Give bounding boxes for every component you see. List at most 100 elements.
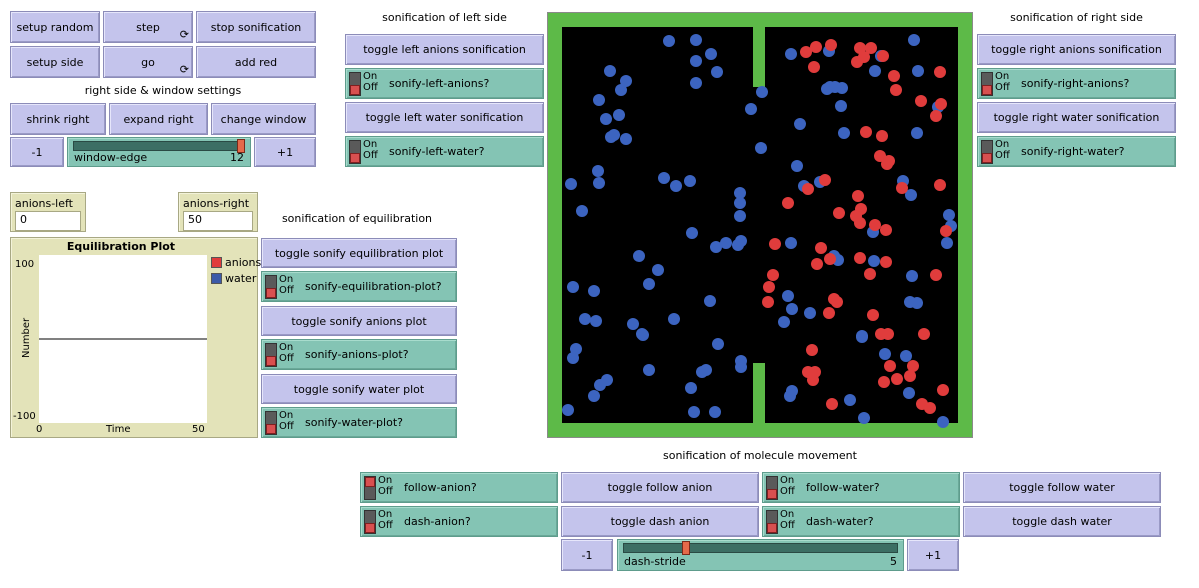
water-molecule	[604, 65, 616, 77]
water-molecule	[712, 338, 724, 350]
plot-canvas	[39, 338, 207, 340]
step-button[interactable]: step ⟳	[103, 11, 193, 43]
molecule-movement-title: sonification of molecule movement	[663, 449, 857, 462]
toggle-icon	[981, 140, 993, 164]
sonify-right-anions-switch[interactable]: On Off sonify-right-anions?	[977, 68, 1176, 99]
follow-water-switch[interactable]: On Off follow-water?	[762, 472, 960, 503]
anion-molecule	[769, 238, 781, 250]
anion-molecule	[875, 328, 887, 340]
minus-label: -1	[581, 548, 593, 562]
switch-label: sonify-anions-plot?	[305, 348, 409, 361]
shrink-right-button[interactable]: shrink right	[10, 103, 106, 135]
water-molecule	[710, 241, 722, 253]
anion-molecule	[907, 360, 919, 372]
expand-right-button[interactable]: expand right	[109, 103, 208, 135]
on-off-text: On Off	[363, 71, 378, 93]
anion-molecule	[815, 242, 827, 254]
water-molecule	[620, 75, 632, 87]
anions-right-monitor: anions-right 50	[178, 192, 258, 232]
water-molecule	[588, 285, 600, 297]
water-molecule	[567, 352, 579, 364]
anion-molecule	[802, 183, 814, 195]
button-label: toggle dash water	[1012, 515, 1112, 528]
window-edge-decrement-button[interactable]: -1	[10, 137, 64, 167]
world-view[interactable]	[547, 12, 973, 438]
stop-sonification-button[interactable]: stop sonification	[196, 11, 316, 43]
toggle-anions-plot-button[interactable]: toggle sonify anions plot	[261, 306, 457, 336]
toggle-icon	[766, 476, 778, 500]
anion-molecule	[782, 197, 794, 209]
water-molecule	[690, 34, 702, 46]
dash-stride-decrement-button[interactable]: -1	[561, 539, 613, 571]
anion-molecule	[880, 224, 892, 236]
toggle-left-anions-button[interactable]: toggle left anions sonification	[345, 34, 544, 65]
water-molecule	[643, 364, 655, 376]
toggle-water-plot-button[interactable]: toggle sonify water plot	[261, 374, 457, 404]
slider-label: dash-stride	[624, 555, 686, 568]
sonify-right-water-switch[interactable]: On Off sonify-right-water?	[977, 136, 1176, 167]
on-off-text: On Off	[995, 71, 1010, 93]
add-red-button[interactable]: add red	[196, 46, 316, 78]
dash-stride-slider[interactable]: dash-stride 5	[617, 539, 904, 571]
button-label: toggle follow anion	[607, 481, 713, 494]
toggle-follow-anion-button[interactable]: toggle follow anion	[561, 472, 759, 503]
sonify-left-water-switch[interactable]: On Off sonify-left-water?	[345, 136, 544, 167]
setup-side-button[interactable]: setup side	[10, 46, 100, 78]
on-off-text: On Off	[363, 139, 378, 161]
water-molecule	[663, 35, 675, 47]
dash-stride-increment-button[interactable]: +1	[907, 539, 959, 571]
anion-molecule	[833, 207, 845, 219]
button-label: toggle left water sonification	[365, 111, 524, 124]
toggle-icon	[364, 476, 376, 500]
on-off-text: On Off	[279, 342, 294, 364]
legend-swatch	[211, 256, 222, 268]
dash-anion-switch[interactable]: On Off dash-anion?	[360, 506, 558, 537]
water-molecule	[670, 180, 682, 192]
toggle-right-anions-button[interactable]: toggle right anions sonification	[977, 34, 1176, 65]
dash-water-switch[interactable]: On Off dash-water?	[762, 506, 960, 537]
anion-molecule	[877, 50, 889, 62]
change-window-button[interactable]: change window	[211, 103, 316, 135]
go-button[interactable]: go ⟳	[103, 46, 193, 78]
setup-side-label: setup side	[26, 55, 84, 69]
toggle-equilibration-plot-button[interactable]: toggle sonify equilibration plot	[261, 238, 457, 268]
water-molecule	[791, 160, 803, 172]
switch-label: sonify-left-anions?	[389, 77, 490, 90]
anion-molecule	[934, 179, 946, 191]
sonify-left-anions-switch[interactable]: On Off sonify-left-anions?	[345, 68, 544, 99]
toggle-dash-water-button[interactable]: toggle dash water	[963, 506, 1161, 537]
water-molecule	[686, 227, 698, 239]
anion-molecule	[854, 42, 866, 54]
water-molecule	[565, 178, 577, 190]
slider-handle[interactable]	[681, 541, 690, 555]
slider-track	[73, 141, 245, 151]
water-molecule	[658, 172, 670, 184]
slider-handle[interactable]	[237, 139, 245, 153]
toggle-right-water-button[interactable]: toggle right water sonification	[977, 102, 1176, 133]
anion-molecule	[869, 219, 881, 231]
window-edge-increment-button[interactable]: +1	[254, 137, 316, 167]
on-off-text: On Off	[995, 139, 1010, 161]
water-molecule	[637, 329, 649, 341]
toggle-follow-water-button[interactable]: toggle follow water	[963, 472, 1161, 503]
water-molecule	[588, 390, 600, 402]
switch-label: follow-water?	[806, 481, 880, 494]
sonify-anions-plot-switch[interactable]: On Off sonify-anions-plot?	[261, 339, 457, 370]
setup-random-button[interactable]: setup random	[10, 11, 100, 43]
toggle-left-water-button[interactable]: toggle left water sonification	[345, 102, 544, 133]
forever-loop-icon: ⟳	[179, 28, 189, 41]
window-edge-slider[interactable]: window-edge 12	[67, 137, 251, 167]
follow-anion-switch[interactable]: On Off follow-anion?	[360, 472, 558, 503]
anion-molecule	[858, 51, 870, 63]
toggle-icon	[981, 72, 993, 96]
anion-molecule	[762, 296, 774, 308]
sonify-equilibration-plot-switch[interactable]: On Off sonify-equilibration-plot?	[261, 271, 457, 302]
water-molecule	[778, 316, 790, 328]
toggle-dash-anion-button[interactable]: toggle dash anion	[561, 506, 759, 537]
sonify-water-plot-switch[interactable]: On Off sonify-water-plot?	[261, 407, 457, 438]
membrane-wall-top	[753, 27, 765, 87]
y-min-label: -100	[13, 411, 36, 422]
anion-molecule	[896, 182, 908, 194]
anion-molecule	[878, 376, 890, 388]
y-axis-label: Number	[21, 317, 32, 358]
